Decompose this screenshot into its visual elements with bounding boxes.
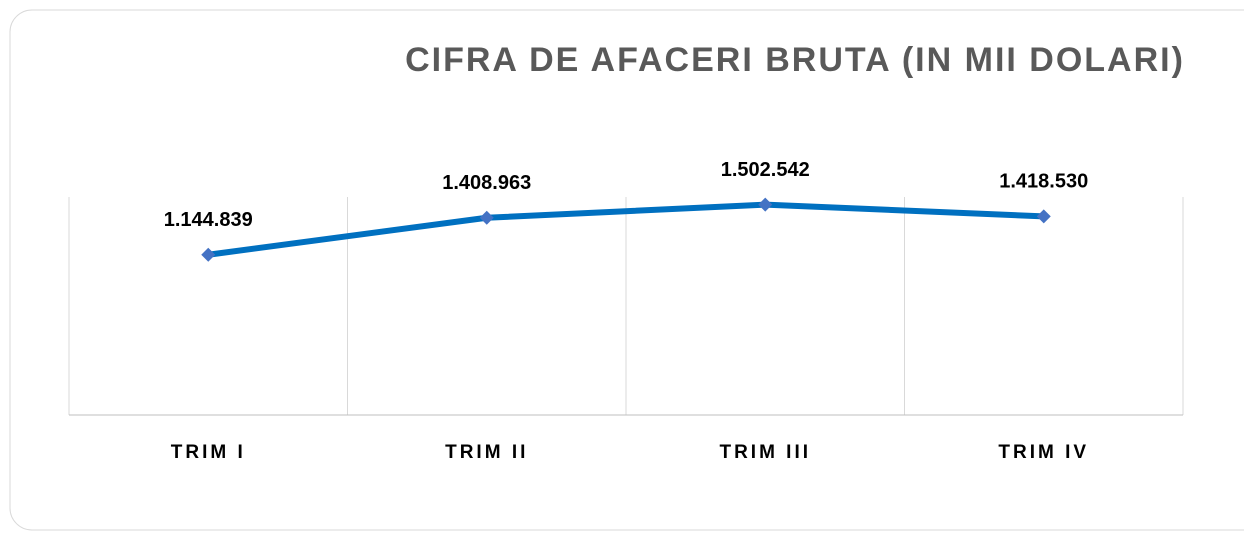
x-tick-label: TRIM II <box>445 442 528 463</box>
data-marker <box>758 197 773 212</box>
x-tick-label: TRIM III <box>719 442 811 463</box>
data-label: 1.502.542 <box>721 159 810 181</box>
series-line <box>207 201 1044 258</box>
chart-frame <box>9 9 1244 531</box>
chart-title: CIFRA DE AFACERI BRUTA (IN MII DOLARI) <box>405 41 1185 79</box>
x-tick-label: TRIM I <box>171 442 246 463</box>
data-marker <box>479 210 494 225</box>
data-label: 1.144.839 <box>164 209 253 231</box>
data-marker <box>1036 209 1051 224</box>
data-label: 1.418.530 <box>999 171 1088 193</box>
data-marker <box>201 247 216 262</box>
x-tick-label: TRIM IV <box>998 442 1089 463</box>
data-label: 1.408.963 <box>442 172 531 194</box>
